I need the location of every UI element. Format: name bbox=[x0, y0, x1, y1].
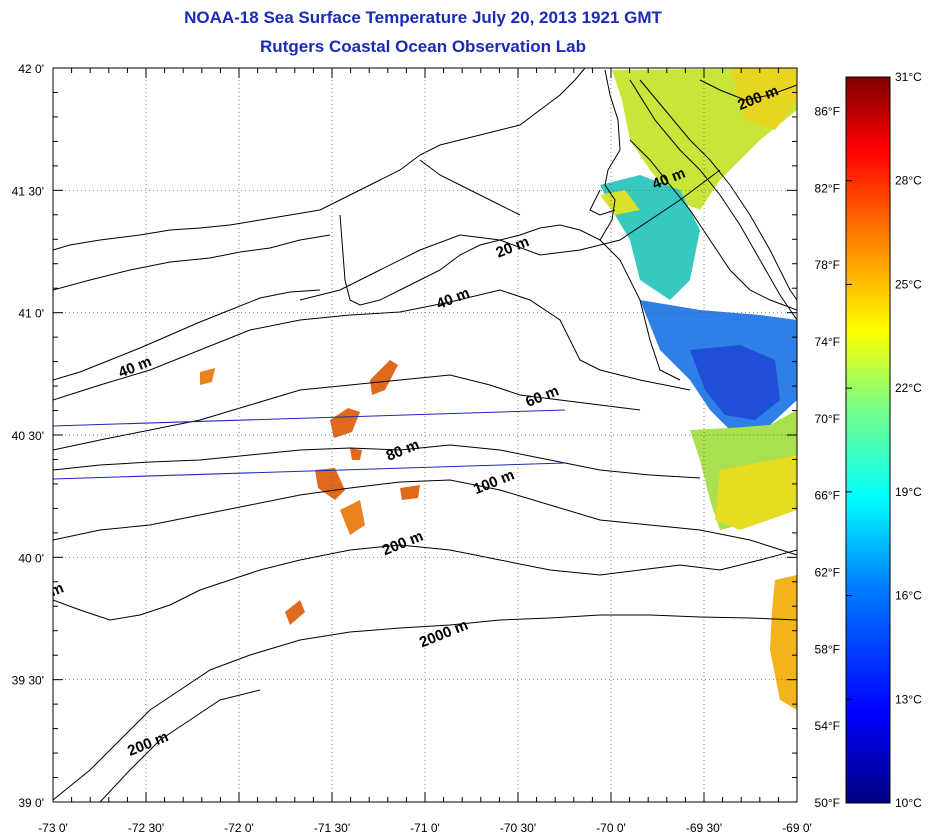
lat-tick-label: 40 30' bbox=[12, 429, 44, 443]
contour-200m-sw bbox=[99, 689, 261, 802]
colorbar-fahrenheit-labels: 86°F 82°F 78°F 74°F 70°F 66°F 62°F 58°F 54°F 50°F bbox=[815, 105, 840, 810]
sst-patch-shelf-5 bbox=[400, 485, 420, 500]
colorbar-celsius-label: 31°C bbox=[895, 70, 922, 84]
sst-patch-deep-blue bbox=[690, 345, 780, 420]
contour-200m bbox=[53, 544, 797, 621]
contour-40m-east bbox=[629, 139, 797, 311]
colorbar-fahrenheit-label: 58°F bbox=[815, 642, 840, 656]
sst-patch-shelf-7 bbox=[200, 368, 215, 385]
transect-north bbox=[53, 409, 566, 427]
contour-label: 80 m bbox=[384, 436, 422, 465]
transect-lines bbox=[53, 409, 566, 480]
sst-patch-shelf-3 bbox=[315, 468, 345, 500]
map-title: NOAA-18 Sea Surface Temperature July 20,… bbox=[184, 8, 662, 27]
latitude-labels: 42 0' 41 30' 41 0' 40 30' 40 0' 39 30' 39 0' bbox=[12, 62, 44, 810]
sst-patch-nantucket-green bbox=[600, 190, 640, 215]
colorbar-celsius-label: 13°C bbox=[895, 692, 922, 706]
map-grid bbox=[53, 68, 797, 802]
colorbar-celsius-label: 28°C bbox=[895, 174, 922, 188]
lon-tick-label: -71 0' bbox=[410, 821, 440, 835]
contour-label: 20 m bbox=[494, 233, 532, 262]
contour-ne-200m bbox=[639, 79, 797, 301]
sst-patch-shelf-6 bbox=[285, 600, 305, 625]
lat-tick-label: 40 0' bbox=[18, 551, 44, 565]
longitude-labels: -73 0' -72 30' -72 0' -71 30' -71 0' -70 30' -… bbox=[38, 821, 812, 835]
colorbar-fahrenheit-label: 62°F bbox=[815, 566, 840, 580]
contour-40m bbox=[53, 289, 691, 401]
lon-tick-label: -72 0' bbox=[224, 821, 254, 835]
axis-ticks bbox=[52, 67, 798, 803]
colorbar-fahrenheit-label: 54°F bbox=[815, 719, 840, 733]
sst-patch-shelf-1 bbox=[370, 360, 398, 395]
colorbar-fahrenheit-label: 78°F bbox=[815, 258, 840, 272]
lat-tick-label: 39 0' bbox=[18, 796, 44, 810]
colorbar-celsius-labels: 31°C 28°C 25°C 22°C 19°C 16°C 13°C 10°C bbox=[846, 70, 922, 810]
lat-tick-label: 39 30' bbox=[12, 674, 44, 688]
contour-60m bbox=[53, 374, 641, 451]
contour-100m bbox=[53, 479, 797, 556]
colorbar bbox=[845, 76, 891, 804]
colorbar-fahrenheit-label: 50°F bbox=[815, 796, 840, 810]
contour-2000m bbox=[53, 614, 797, 801]
colorbar-celsius-label: 10°C bbox=[895, 796, 922, 810]
contour-label: m bbox=[48, 579, 67, 600]
coastline bbox=[53, 68, 681, 381]
lon-tick-label: -70 0' bbox=[596, 821, 626, 835]
lon-tick-label: -69 0' bbox=[782, 821, 812, 835]
colorbar-celsius-label: 16°C bbox=[895, 589, 922, 603]
colorbar-fahrenheit-label: 66°F bbox=[815, 489, 840, 503]
contour-label: 60 m bbox=[523, 382, 561, 411]
colorbar-celsius-label: 19°C bbox=[895, 485, 922, 499]
contour-label: 2000 m bbox=[417, 616, 471, 651]
sst-data-patches bbox=[200, 68, 797, 710]
sst-patch-south-orange bbox=[770, 575, 797, 710]
colorbar-fahrenheit-label: 70°F bbox=[815, 412, 840, 426]
lat-tick-label: 42 0' bbox=[18, 62, 44, 76]
map-subtitle: Rutgers Coastal Ocean Observation Lab bbox=[260, 37, 586, 56]
contour-label: 200 m bbox=[380, 528, 426, 560]
sst-patch-shelf-4 bbox=[340, 500, 365, 535]
contour-ne-1 bbox=[699, 79, 797, 101]
lon-tick-label: -70 30' bbox=[500, 821, 536, 835]
contour-20m bbox=[299, 169, 721, 301]
transect-south bbox=[53, 462, 566, 480]
contour-label: 40 m bbox=[434, 284, 472, 313]
contour-80m bbox=[53, 444, 701, 479]
lat-tick-label: 41 0' bbox=[18, 307, 44, 321]
sst-patch-ne-warm bbox=[730, 68, 797, 130]
lat-tick-label: 41 30' bbox=[12, 184, 44, 198]
lon-tick-label: -69 30' bbox=[686, 821, 722, 835]
contour-label: 200 m bbox=[125, 728, 171, 760]
contour-label: 40 m bbox=[116, 353, 154, 382]
lon-tick-label: -71 30' bbox=[314, 821, 350, 835]
sst-patch-se-yellow bbox=[715, 455, 797, 530]
colorbar-fahrenheit-label: 82°F bbox=[815, 181, 840, 195]
contour-ne-100m bbox=[629, 79, 797, 321]
sst-patch-shelf-8 bbox=[350, 448, 362, 460]
sst-patch-shelf-2 bbox=[330, 408, 360, 438]
lon-tick-label: -72 30' bbox=[128, 821, 164, 835]
colorbar-celsius-label: 22°C bbox=[895, 381, 922, 395]
lon-tick-label: -73 0' bbox=[38, 821, 68, 835]
colorbar-celsius-label: 25°C bbox=[895, 277, 922, 291]
colorbar-fahrenheit-label: 86°F bbox=[815, 105, 840, 119]
colorbar-fahrenheit-label: 74°F bbox=[815, 335, 840, 349]
